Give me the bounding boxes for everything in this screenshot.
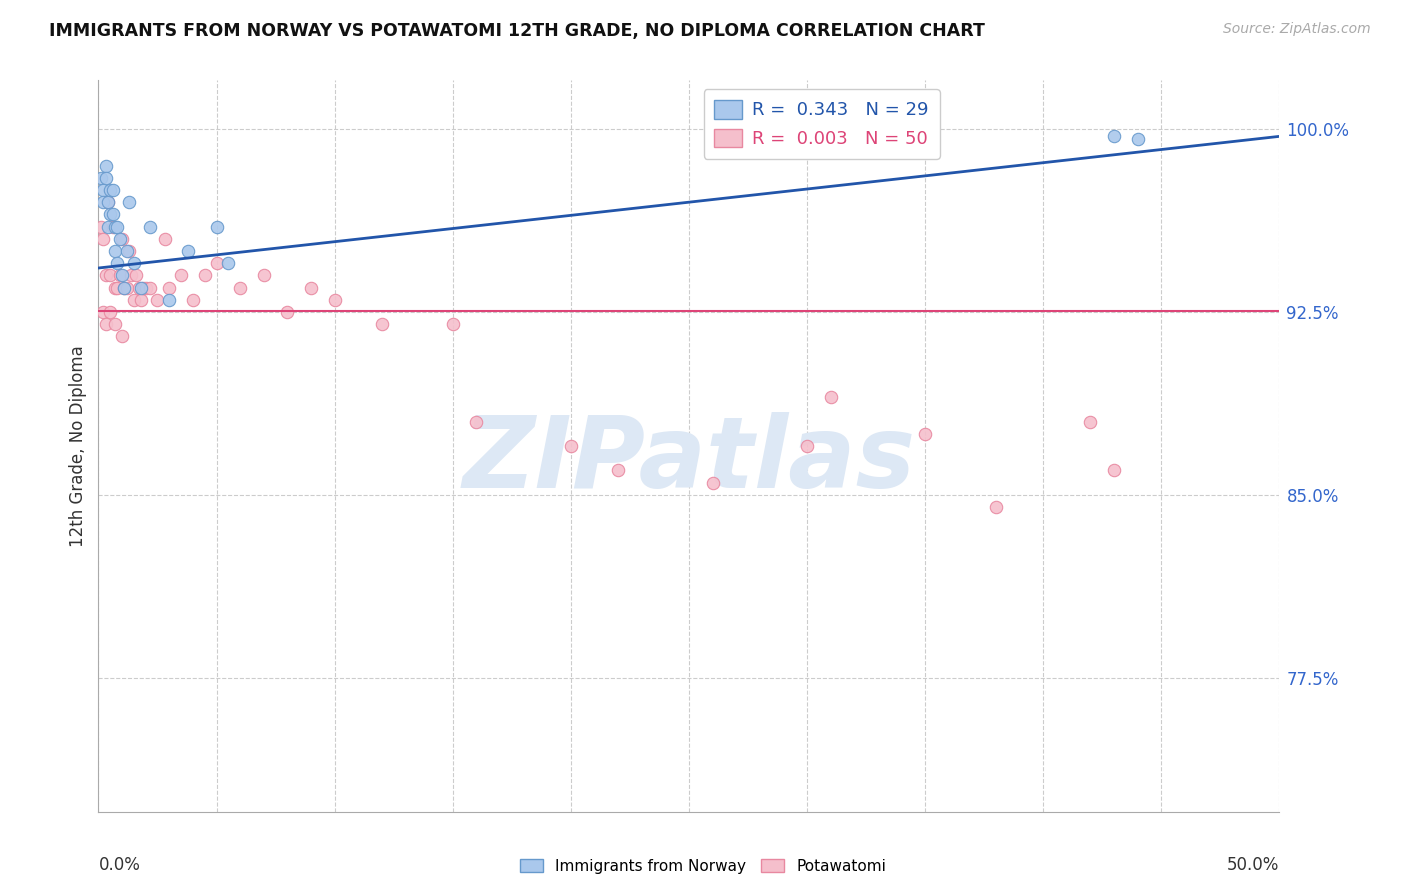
Point [91,195,114,210]
Point [104,244,127,258]
Text: Source: ZipAtlas.com: Source: ZipAtlas.com [1223,22,1371,37]
Point [796,439,818,453]
Point [97,195,120,210]
Point [129,280,152,294]
Point [111,268,134,283]
Point [465,415,488,429]
Legend: R =  0.343   N = 29, R =  0.003   N = 50: R = 0.343 N = 29, R = 0.003 N = 50 [703,89,939,159]
Text: IMMIGRANTS FROM NORWAY VS POTAWATOMI 12TH GRADE, NO DIPLOMA CORRELATION CHART: IMMIGRANTS FROM NORWAY VS POTAWATOMI 12T… [49,22,986,40]
Point [91,232,114,246]
Point [129,293,152,307]
Point [914,426,936,441]
Point [820,390,842,404]
Point [1102,129,1125,144]
Point [229,280,252,294]
Y-axis label: 12th Grade, No Diploma: 12th Grade, No Diploma [69,345,87,547]
Point [104,219,127,234]
Point [94,170,117,185]
Point [253,268,276,283]
Point [128,280,150,294]
Point [157,293,180,307]
Point [125,268,148,283]
Point [702,475,724,490]
Point [181,293,204,307]
Point [112,280,135,294]
Point [299,280,322,294]
Point [153,232,176,246]
Text: 0.0%: 0.0% [98,855,141,873]
Point [101,183,124,197]
Point [111,329,134,343]
Point [115,280,138,294]
Legend: Immigrants from Norway, Potawatomi: Immigrants from Norway, Potawatomi [513,853,893,880]
Point [104,280,127,294]
Point [97,219,120,234]
Point [146,293,169,307]
Point [98,183,121,197]
Point [139,219,162,234]
Point [217,256,239,270]
Point [1102,463,1125,477]
Text: ZIPatlas: ZIPatlas [463,412,915,509]
Point [441,317,464,331]
Point [323,293,346,307]
Point [105,256,128,270]
Point [177,244,200,258]
Point [371,317,394,331]
Point [607,463,630,477]
Point [121,268,143,283]
Point [122,293,145,307]
Point [118,195,141,210]
Point [135,280,157,294]
Point [90,170,112,185]
Point [1126,132,1149,146]
Point [91,183,114,197]
Point [94,317,117,331]
Point [111,232,134,246]
Point [91,305,114,319]
Point [105,219,128,234]
Point [98,268,121,283]
Point [122,256,145,270]
Point [276,305,298,319]
Point [157,280,180,294]
Point [112,280,135,294]
Point [108,268,131,283]
Point [101,219,124,234]
Point [170,268,193,283]
Point [105,280,128,294]
Point [118,244,141,258]
Point [205,219,228,234]
Point [115,244,138,258]
Point [94,159,117,173]
Point [132,280,155,294]
Point [98,207,121,221]
Point [205,256,228,270]
Point [97,195,120,210]
Point [90,219,112,234]
Point [98,305,121,319]
Point [101,207,124,221]
Point [104,317,127,331]
Point [139,280,162,294]
Point [560,439,582,453]
Point [194,268,217,283]
Point [108,232,131,246]
Text: 50.0%: 50.0% [1227,855,1279,873]
Point [984,500,1007,514]
Point [94,268,117,283]
Point [1080,415,1102,429]
